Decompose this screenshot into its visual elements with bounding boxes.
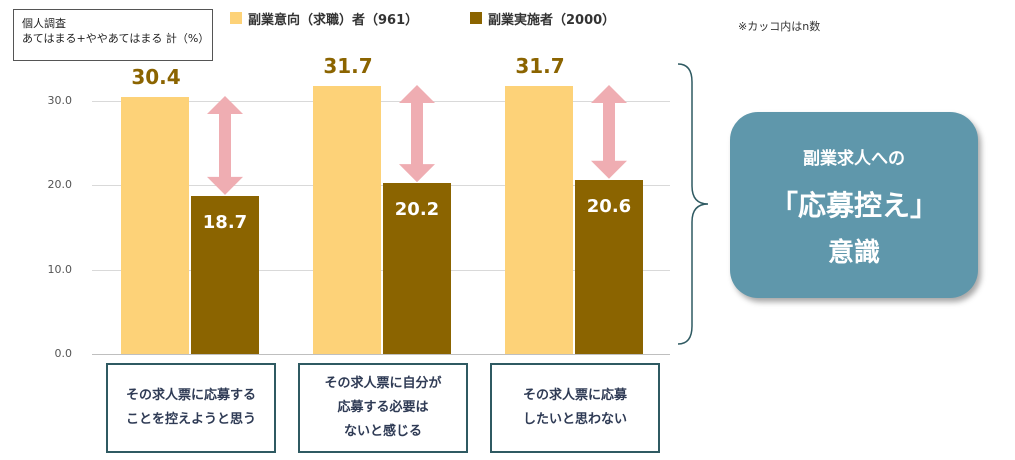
callout-line2: 「応募控え」 bbox=[769, 189, 938, 222]
data-label-series2: 20.2 bbox=[394, 199, 440, 221]
bar-series1 bbox=[505, 86, 573, 354]
category-label-line: その求人票に自分が bbox=[324, 376, 442, 391]
bar-series2 bbox=[383, 183, 451, 354]
bar-series2 bbox=[575, 179, 643, 354]
category-label-line: したいと思わない bbox=[522, 412, 627, 427]
gridline bbox=[92, 354, 670, 355]
callout-line3: 意識 bbox=[827, 238, 880, 268]
category-label-box: その求人票に自分が 応募する必要は ないと感じる bbox=[298, 363, 468, 453]
callout-box: 副業求人への 「応募控え」 意識 bbox=[730, 112, 978, 298]
data-label-series1: 31.7 bbox=[323, 54, 373, 79]
legend-item-series2: 副業実施者（2000） bbox=[470, 9, 616, 28]
y-tick-label: 0.0 bbox=[54, 347, 73, 360]
data-label-series1: 30.4 bbox=[131, 65, 181, 90]
category-label-line: ないと感じる bbox=[343, 424, 422, 439]
unit-label-line1: 個人調査 bbox=[22, 17, 66, 30]
data-label-series2: 18.7 bbox=[202, 211, 248, 233]
difference-arrow-icon bbox=[207, 96, 243, 195]
category-label-box: その求人票に応募 したいと思わない bbox=[490, 363, 660, 453]
y-tick-label: 10.0 bbox=[47, 262, 73, 276]
sample-size-note: ※カッコ内はn数 bbox=[738, 20, 821, 33]
legend-label-series1: 副業意向（求職）者（961） bbox=[248, 12, 419, 28]
category-label-line: ことを控えようと思う bbox=[125, 412, 256, 427]
unit-label-box: 個人調査 あてはまる+ややあてはまる 計（%） bbox=[13, 9, 213, 61]
y-tick-label: 30.0 bbox=[47, 93, 73, 107]
difference-arrow-icon bbox=[591, 85, 627, 179]
data-label-series2: 20.6 bbox=[586, 195, 632, 217]
legend-label-series2: 副業実施者（2000） bbox=[488, 12, 616, 28]
category-label-box: その求人票に応募する ことを控えようと思う bbox=[106, 363, 276, 453]
y-tick-label: 20.0 bbox=[47, 178, 73, 191]
data-label-series1: 31.7 bbox=[515, 54, 565, 79]
gridline bbox=[92, 185, 670, 186]
bar-series2 bbox=[191, 195, 259, 354]
category-label-line: その求人票に応募する bbox=[125, 388, 256, 403]
difference-arrow-icon bbox=[399, 85, 435, 183]
legend-swatch-series1 bbox=[230, 12, 242, 24]
gridline bbox=[92, 100, 670, 102]
bar-series1 bbox=[313, 86, 381, 354]
category-label-line: 応募する必要は bbox=[337, 400, 429, 415]
curly-brace-icon bbox=[677, 63, 709, 345]
unit-label-line2: あてはまる+ややあてはまる 計（%） bbox=[22, 32, 210, 45]
gridline bbox=[92, 269, 670, 271]
callout-line1: 副業求人への bbox=[803, 149, 905, 169]
legend-swatch-series2 bbox=[470, 12, 482, 24]
legend-item-series1: 副業意向（求職）者（961） bbox=[230, 9, 419, 28]
bar-series1 bbox=[121, 97, 189, 354]
category-label-line: その求人票に応募 bbox=[522, 388, 627, 403]
